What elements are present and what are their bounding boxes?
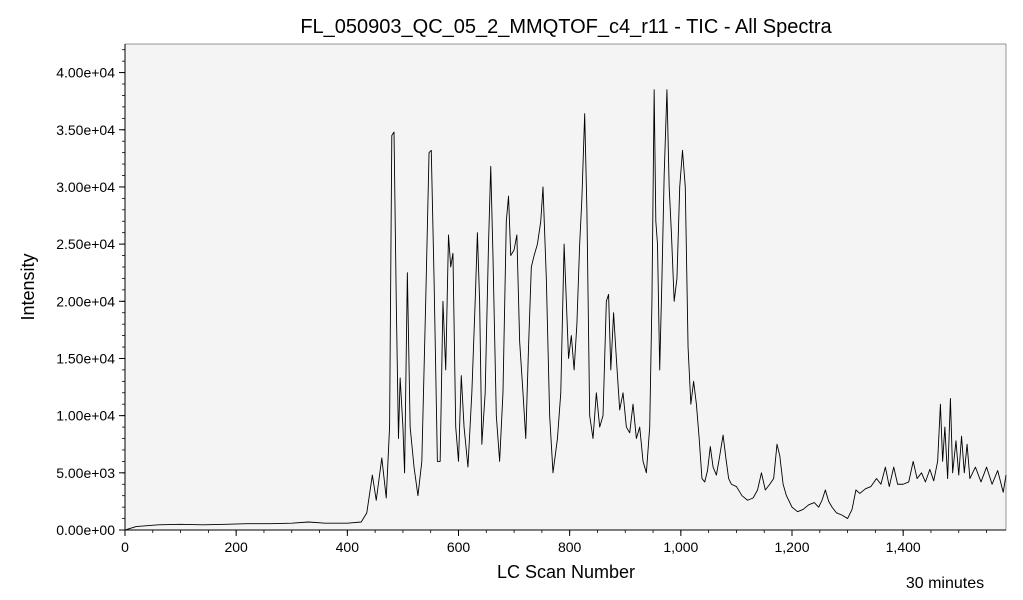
x-tick-label: 400 bbox=[336, 539, 360, 555]
x-tick-label: 1,400 bbox=[886, 539, 921, 555]
y-axis-title: Intensity bbox=[18, 253, 38, 320]
y-tick-label: 4.00e+04 bbox=[56, 65, 115, 81]
y-tick-label: 5.00e+03 bbox=[56, 465, 115, 481]
duration-note: 30 minutes bbox=[906, 575, 984, 592]
y-tick-label: 1.00e+04 bbox=[56, 408, 115, 424]
chart-title: FL_050903_QC_05_2_MMQTOF_c4_r11 - TIC - … bbox=[300, 16, 832, 38]
y-tick-label: 1.50e+04 bbox=[56, 350, 115, 366]
y-axis-ticks: 0.00e+00 5.00e+03 1.00e+04 1.50e+04 2.00e+04… bbox=[56, 49, 125, 538]
y-tick-label: 3.50e+04 bbox=[56, 122, 115, 138]
y-tick-label: 0.00e+00 bbox=[56, 522, 115, 538]
x-tick-label: 600 bbox=[447, 539, 471, 555]
x-tick-label: 1,200 bbox=[774, 539, 809, 555]
tic-series-line bbox=[124, 89, 1007, 531]
y-tick-label: 3.00e+04 bbox=[56, 179, 115, 195]
y-tick-label: 2.50e+04 bbox=[56, 236, 115, 252]
x-tick-label: 1,000 bbox=[663, 539, 698, 555]
x-tick-label: 0 bbox=[121, 539, 129, 555]
y-tick-label: 2.00e+04 bbox=[56, 293, 115, 309]
x-tick-label: 800 bbox=[558, 539, 582, 555]
x-axis-title: LC Scan Number bbox=[497, 562, 635, 582]
x-tick-label: 200 bbox=[224, 539, 248, 555]
x-axis-ticks: 0 200 400 600 800 1,000 1,200 1,400 bbox=[121, 530, 987, 555]
